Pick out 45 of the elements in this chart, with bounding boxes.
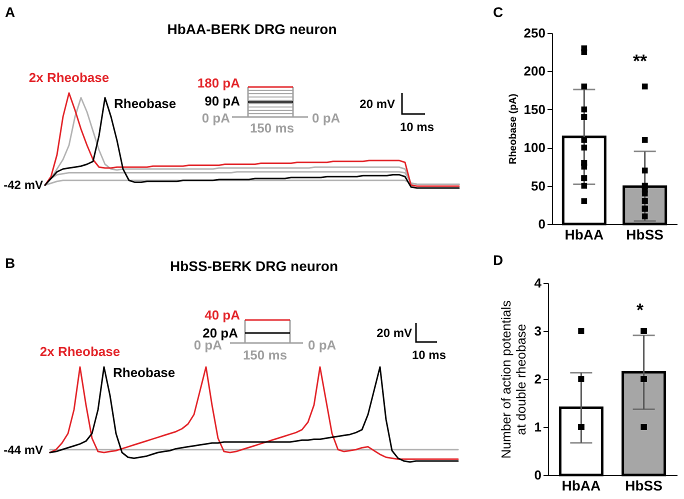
y-tick-label: 150	[524, 102, 546, 117]
text: 0 pA	[308, 338, 336, 352]
annotation: 90 pA	[204, 94, 240, 108]
series-label: 2x Rheobase	[40, 344, 120, 359]
y-tick-label: 100	[524, 140, 546, 156]
annotation: *	[636, 300, 644, 320]
annotation: 20 mV	[360, 97, 395, 111]
chart-title: HbAA-BERK DRG neuron	[167, 21, 337, 37]
series-label: 2x Rheobase	[28, 70, 110, 85]
text: 20 mV	[376, 326, 412, 340]
y-axis-title: Rheobase (pA)	[508, 94, 519, 164]
y-axis-title: Number of action potentials at double rheobase	[498, 300, 528, 459]
text: 150 ms	[242, 348, 288, 362]
y-tick-label: 200	[524, 64, 546, 79]
text: 20 pA	[202, 326, 238, 340]
text: B	[5, 255, 16, 271]
text: 40 pA	[204, 308, 240, 322]
x-tick-label: HbAA	[564, 226, 604, 242]
annotation: 0 pA	[202, 110, 230, 126]
annotation: 150 ms	[250, 120, 294, 136]
annotation: **	[632, 51, 648, 71]
chart-title: HbSS-BERK DRG neuron	[170, 258, 338, 274]
y-tick-label: 250	[524, 26, 546, 40]
text: C	[493, 4, 504, 20]
y-tick-label: 4	[534, 276, 542, 290]
x-tick-label: HbSS	[626, 226, 664, 242]
series-label: Rheobase	[114, 96, 176, 111]
y-tick-label: 3	[534, 324, 542, 338]
y-tick-label: 50	[531, 178, 546, 194]
y-tick-label: 1	[534, 420, 542, 434]
annotation: 10 ms	[400, 120, 434, 134]
text: 180 pA	[197, 76, 240, 90]
y-tick-label: 0	[538, 216, 546, 232]
text: -44 mV	[4, 443, 43, 457]
y-tick-label: 0	[534, 468, 542, 482]
x-tick-label: HbAA	[562, 478, 601, 494]
text: 10 ms	[412, 348, 446, 362]
text: 0 pA	[194, 338, 222, 352]
text: A	[5, 4, 16, 20]
y-tick-label: 2	[534, 372, 542, 386]
text: D	[493, 252, 504, 268]
annotation: 0 pA	[312, 110, 340, 126]
series-label: Rheobase	[113, 365, 176, 380]
x-tick-label: HbSS	[625, 478, 662, 494]
annotation: -42 mV	[4, 178, 43, 192]
